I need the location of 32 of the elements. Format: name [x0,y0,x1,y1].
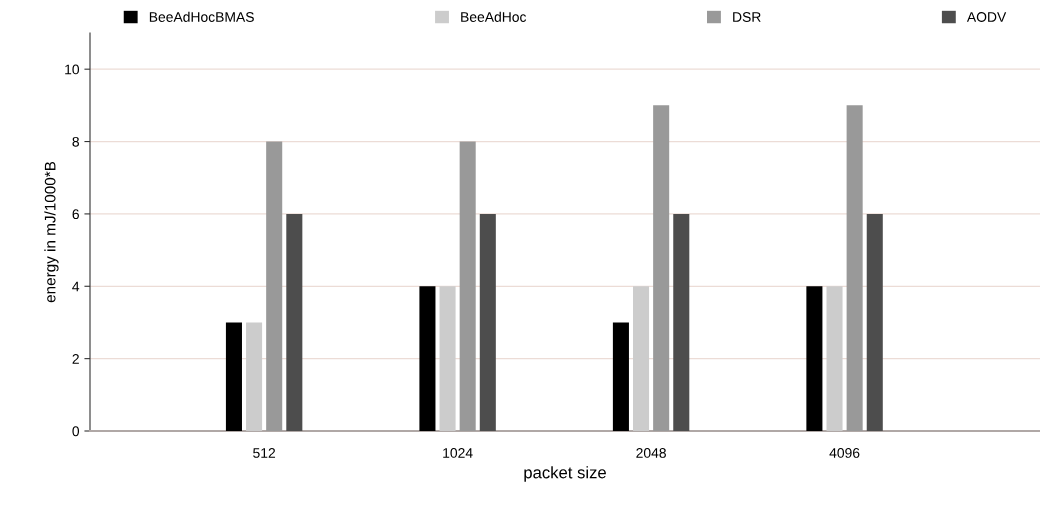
y-tick-label: 4 [72,281,80,292]
bar [633,286,650,431]
y-tick-label: 2 [72,353,79,364]
bar [479,213,496,431]
x-tick-label: 2048 [636,448,666,458]
bar [806,286,823,431]
bar [266,141,283,431]
bar [419,286,436,431]
x-axis-title: packet size [524,466,606,482]
bar [653,105,670,431]
x-tick-label: 1024 [443,448,473,458]
legend-label: AODV [966,12,1007,22]
y-tick-label: 6 [72,209,79,220]
x-tick-label: 512 [253,448,276,458]
bar [673,213,690,431]
y-tick-label: 8 [72,136,79,147]
bar [286,213,303,431]
y-axis-title: energy in mJ/1000*B [44,161,59,303]
bar [612,322,629,431]
bar [439,286,456,431]
bar [826,286,843,431]
legend-label: DSR [733,12,761,22]
y-tick-label: 0 [72,426,80,437]
x-tick-label: 4096 [829,448,860,458]
bar [866,213,883,431]
bar [246,322,263,431]
bar [459,141,476,431]
y-tick-label: 10 [65,64,80,75]
legend-label: BeeAdHocBMAS [149,11,254,22]
bar [225,322,242,431]
legend-label: BeeAdHoc [461,11,527,22]
bar [846,105,863,431]
